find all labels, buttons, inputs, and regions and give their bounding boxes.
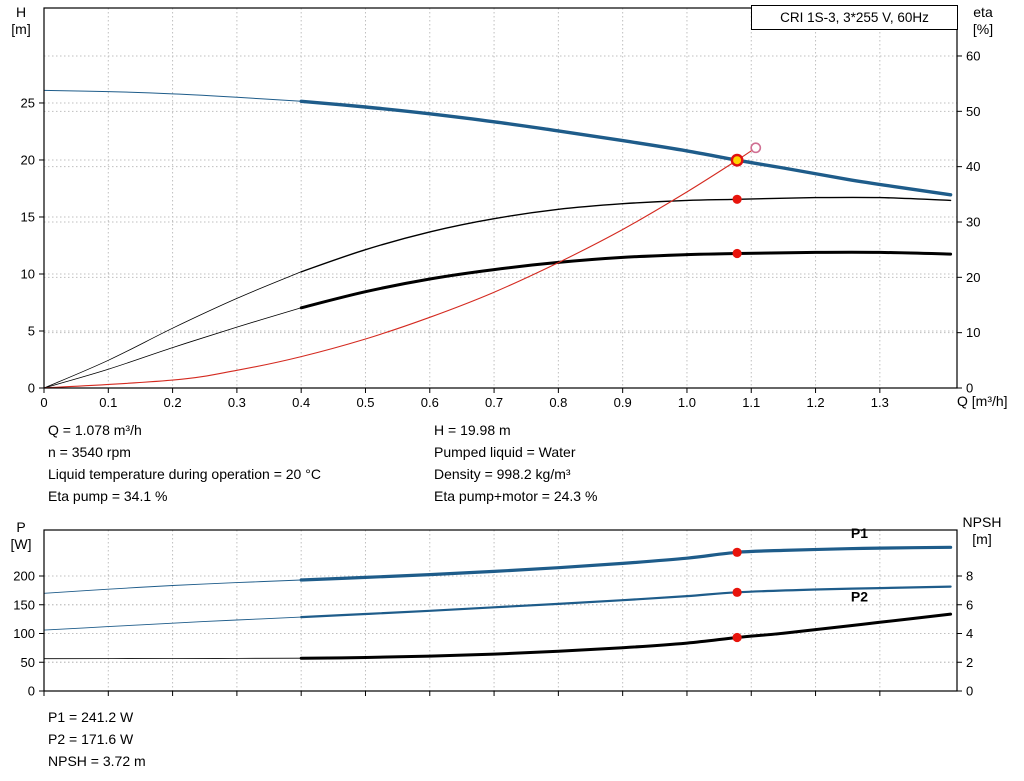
y-tick-label: 50 <box>966 104 980 119</box>
plot-frame <box>43 7 958 389</box>
y-tick-label: 15 <box>21 209 35 224</box>
npsh-axis-label: NPSH [m] <box>953 514 1011 548</box>
eta-pump-curve <box>300 196 952 273</box>
series-label-p1: P1 <box>851 525 868 541</box>
y-tick-label: 50 <box>21 655 35 670</box>
y-tick-label: 150 <box>13 597 35 612</box>
info-rpm: n = 3540 rpm <box>48 444 131 460</box>
x-tick-label: 0.3 <box>228 395 246 410</box>
npsh-axis-unit: [m] <box>972 531 992 547</box>
system-curve <box>43 147 757 389</box>
x-tick-label: 0.5 <box>356 395 374 410</box>
y-tick-label: 0 <box>28 684 35 699</box>
info-p1: P1 = 241.2 W <box>48 709 134 725</box>
duty-point-alt <box>750 142 762 154</box>
npsh-axis-symbol: NPSH <box>962 514 1002 530</box>
p1-curve <box>299 545 953 582</box>
x-tick-label: 0 <box>40 395 47 410</box>
duty-info-left: Q = 1.078 m³/h n = 3540 rpm Liquid tempe… <box>48 419 321 507</box>
y-tick-label: 6 <box>966 597 973 612</box>
p-axis-label: P [W] <box>2 519 40 553</box>
power-info: P1 = 241.2 W P2 = 171.6 W NPSH = 3.72 m <box>48 706 146 772</box>
p2-curve <box>300 585 952 619</box>
y-tick-label: 200 <box>13 569 35 584</box>
eta-axis-label: eta [%] <box>960 4 1006 38</box>
power-npsh-chart: 0 50 100 150 200 0 2 4 6 8 P1 P2 <box>13 525 973 699</box>
pump-title-box: CRI 1S-3, 3*255 V, 60Hz <box>751 5 958 30</box>
y-tick-label: 10 <box>21 266 35 281</box>
y-tick-label: 20 <box>966 270 980 285</box>
npsh-curve-thin <box>43 657 302 660</box>
info-eta-pump-motor: Eta pump+motor = 24.3 % <box>434 488 598 504</box>
x-tick-label: 1.3 <box>871 395 889 410</box>
x-tick-label: 1.2 <box>807 395 825 410</box>
p-axis-symbol: P <box>16 519 26 535</box>
info-h: H = 19.98 m <box>434 422 511 438</box>
x-tick-label: 0.8 <box>549 395 567 410</box>
eta-pump-curve-thin <box>43 271 302 389</box>
q-axis-label: Q [m³/h] <box>957 393 1008 409</box>
y-tick-label: 20 <box>21 152 35 167</box>
h-axis-symbol: H <box>15 4 27 20</box>
y-tick-label: 100 <box>13 626 35 641</box>
x-tick-label: 0.9 <box>614 395 632 410</box>
npsh-curve <box>299 612 953 660</box>
info-density: Density = 998.2 kg/m³ <box>434 466 571 482</box>
y-tick-label: 5 <box>28 323 35 338</box>
p1-curve-thin <box>43 579 302 594</box>
eta-pump-motor-point <box>732 248 742 259</box>
pump-curve-h <box>299 99 953 197</box>
y-tick-label: 25 <box>21 95 35 110</box>
y-tick-label: 10 <box>966 325 980 340</box>
y-tick-label: 0 <box>966 381 973 396</box>
qh-eta-chart: 0 0.1 0.2 0.3 0.4 0.5 0.6 0.7 0.8 0.9 1.0 1.1 1.2 1.3… <box>21 7 980 410</box>
x-tick-label: 0.2 <box>164 395 182 410</box>
y-tick-label: 60 <box>966 48 980 63</box>
npsh-point <box>732 632 742 643</box>
y-tick-label: 40 <box>966 159 980 174</box>
y-tick-label: 30 <box>966 214 980 229</box>
pump-curve-h-thin <box>43 89 302 102</box>
info-pumped-liquid: Pumped liquid = Water <box>434 444 576 460</box>
x-tick-label: 1.0 <box>678 395 696 410</box>
eta-axis-symbol: eta <box>973 4 993 20</box>
eta-pump-motor-curve <box>299 250 953 310</box>
p2-curve-thin <box>43 616 302 631</box>
p1-point <box>732 547 742 557</box>
y-tick-label: 4 <box>966 626 973 641</box>
duty-point[interactable] <box>730 153 744 167</box>
y-tick-label: 8 <box>966 569 973 584</box>
info-npsh: NPSH = 3.72 m <box>48 753 146 769</box>
duty-info-right: H = 19.98 m Pumped liquid = Water Densit… <box>434 419 597 507</box>
eta-axis-unit: [%] <box>972 21 994 37</box>
eta-pump-point <box>732 194 742 204</box>
info-q: Q = 1.078 m³/h <box>48 422 142 438</box>
eta-pump-motor-curve-thin <box>43 307 302 389</box>
y-tick-label: 0 <box>966 684 973 699</box>
h-axis-label: H [m] <box>2 4 40 38</box>
plot-frame <box>43 529 958 692</box>
p2-point <box>732 587 742 597</box>
series-label-p2: P2 <box>851 588 868 604</box>
x-tick-label: 1.1 <box>742 395 760 410</box>
x-tick-label: 0.7 <box>485 395 503 410</box>
x-tick-label: 0.6 <box>421 395 439 410</box>
x-tick-label: 0.4 <box>292 395 310 410</box>
info-liquid-temp: Liquid temperature during operation = 20… <box>48 466 321 482</box>
x-tick-label: 0.1 <box>99 395 117 410</box>
p-axis-unit: [W] <box>10 536 32 552</box>
y-tick-label: 0 <box>28 381 35 396</box>
y-tick-label: 2 <box>966 655 973 670</box>
info-p2: P2 = 171.6 W <box>48 731 134 747</box>
info-eta-pump: Eta pump = 34.1 % <box>48 488 168 504</box>
h-axis-unit: [m] <box>11 21 31 37</box>
